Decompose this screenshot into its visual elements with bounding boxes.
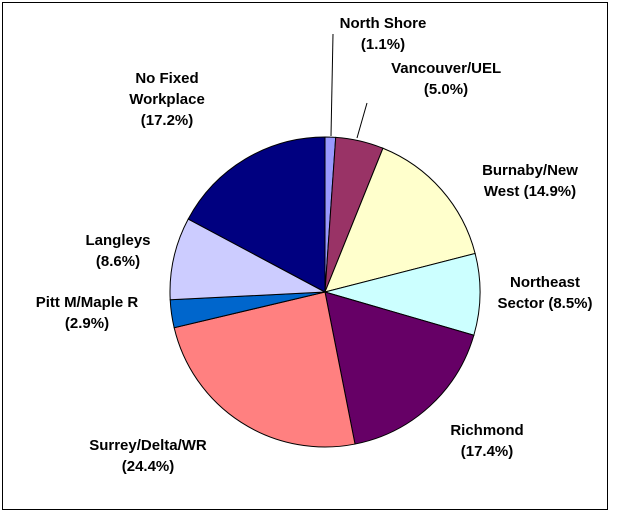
value-label: (14.9%) (523, 183, 577, 200)
slice-label: North Shore (1.1%) (328, 13, 438, 55)
chart-frame (2, 2, 608, 510)
value-label: (5.0%) (423, 81, 469, 98)
pie-slice (187, 136, 326, 293)
slice-label: No Fixed Workplace (17.2%) (120, 68, 215, 131)
slices (169, 136, 481, 448)
category-name: No Fixed Workplace (129, 70, 205, 108)
leader-line (356, 102, 368, 139)
pie-slice (173, 291, 356, 448)
category-name: Vancouver/UEL (391, 60, 501, 77)
slice-label: Burnaby/New West (14.9%) (468, 160, 593, 202)
category-name: North Shore (339, 15, 427, 32)
value-label: (8.6%) (95, 253, 141, 270)
slice-label: Northeast Sector (8.5%) (485, 272, 605, 314)
slice-label: Pitt M/Maple R (2.9%) (17, 292, 157, 334)
pie-slice (169, 218, 327, 301)
slice-label: Surrey/Delta/WR (24.4%) (73, 435, 223, 477)
value-label: (8.5%) (548, 295, 593, 312)
category-name: Pitt M/Maple R (35, 294, 139, 311)
slice-label: Richmond (17.4%) (440, 420, 535, 462)
category-name: Northeast Sector (497, 274, 580, 312)
category-name: Surrey/Delta/WR (89, 437, 207, 454)
category-name: Burnaby/New West (482, 162, 578, 200)
value-label: (17.4%) (460, 443, 514, 460)
category-name: Richmond (450, 422, 524, 439)
value-label: (17.2%) (140, 112, 194, 129)
pie-slice (324, 147, 476, 293)
value-label: (2.9%) (64, 315, 110, 332)
category-name: Langleys (85, 232, 151, 249)
slice-label: Vancouver/UEL (5.0%) (381, 58, 511, 100)
value-label: (1.1%) (360, 36, 406, 53)
value-label: (24.4%) (121, 458, 175, 475)
leader-line (330, 33, 334, 137)
slice-label: Langleys (8.6%) (78, 230, 158, 272)
pie-slice (324, 291, 475, 445)
